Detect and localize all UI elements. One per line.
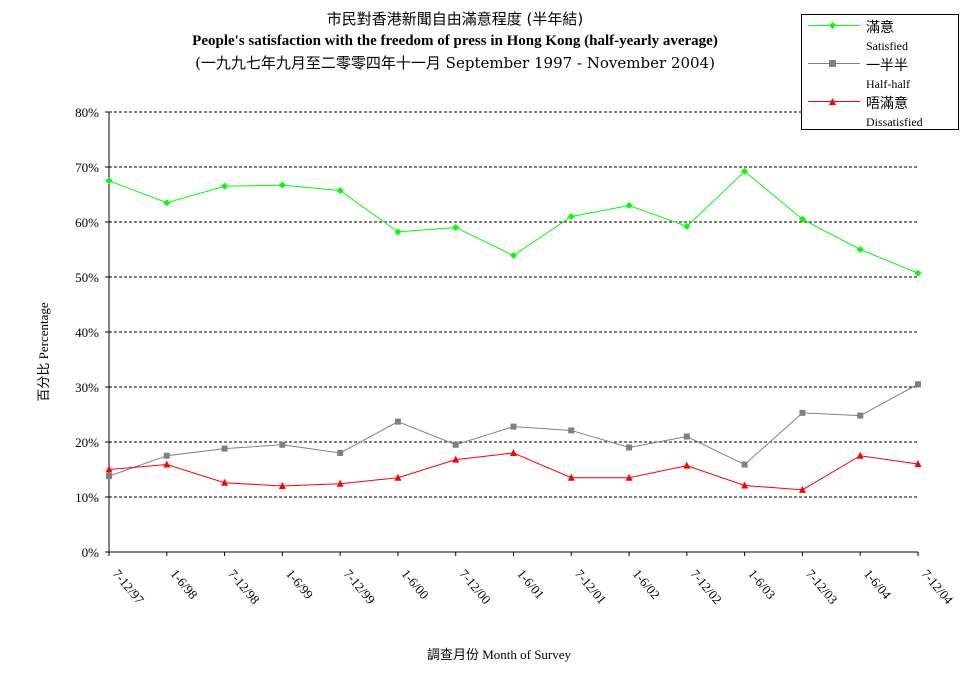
- x-tick-labels: 7-12/97 1-6/98 7-12/98 1-6/99 7-12/99 1-6/00 7…: [110, 566, 957, 607]
- x-tick-label: 1-6/02: [630, 566, 663, 602]
- x-tick-label: 7-12/01: [572, 566, 609, 607]
- legend-label-en: Satisfied: [866, 39, 908, 53]
- x-tick-label: 1-6/98: [167, 566, 200, 602]
- data-point-satisfied: [741, 167, 749, 175]
- data-point-dissatisfied: [394, 473, 402, 481]
- legend-item-dissatisfied: 唔滿意 Dissatisfied: [802, 93, 958, 131]
- y-tick-label: 10%: [75, 490, 99, 505]
- data-point-satisfied: [798, 215, 806, 223]
- chart-subtitle-period: (一九九七年九月至二零零四年十一月 September 1997 - Novem…: [195, 54, 715, 72]
- data-point-dissatisfied: [567, 473, 575, 481]
- series-satisfied: [105, 167, 922, 277]
- data-point-half-half: [279, 441, 286, 448]
- data-point-satisfied: [105, 177, 113, 185]
- data-point-dissatisfied: [105, 465, 113, 473]
- x-tick-label: 7-12/00: [456, 566, 493, 607]
- data-point-dissatisfied: [798, 485, 806, 493]
- y-tick-label: 50%: [75, 270, 99, 285]
- legend-item-half-half: 一半半 Half-half: [802, 55, 958, 93]
- x-tick-label: 1-6/04: [861, 566, 895, 602]
- data-point-half-half: [394, 418, 401, 425]
- legend-label-zh: 一半半: [866, 58, 908, 74]
- data-point-dissatisfied: [856, 451, 864, 459]
- x-tick-label: 1-6/03: [745, 566, 778, 602]
- x-tick-label: 7-12/04: [919, 566, 957, 607]
- data-point-satisfied: [221, 182, 229, 190]
- data-point-half-half: [337, 450, 344, 456]
- chart-title-chinese: 市民對香港新聞自由滿意程度 (半年結): [326, 10, 584, 28]
- x-tick-label: 7-12/03: [803, 566, 840, 607]
- chart-legend: 滿意 Satisfied 一半半 Half-half 唔滿意 Dissatisf…: [801, 14, 959, 130]
- data-point-satisfied: [336, 187, 344, 195]
- data-point-half-half: [915, 381, 921, 388]
- y-tick-label: 30%: [75, 380, 99, 395]
- data-point-dissatisfied: [914, 460, 922, 467]
- x-tick-label: 7-12/97: [110, 566, 148, 607]
- y-tick-label: 20%: [75, 435, 99, 450]
- chart-title-block: 市民對香港新聞自由滿意程度 (半年結) People's satisfactio…: [105, 8, 805, 74]
- data-point-dissatisfied: [625, 473, 633, 481]
- data-point-half-half: [799, 409, 806, 416]
- y-tick-label: 60%: [75, 215, 99, 230]
- data-point-half-half: [452, 441, 459, 448]
- data-point-satisfied: [163, 199, 171, 207]
- data-point-half-half: [857, 412, 864, 419]
- data-point-half-half: [221, 445, 228, 452]
- data-point-dissatisfied: [452, 455, 460, 463]
- data-point-dissatisfied: [741, 481, 749, 489]
- x-tick-label: 1-6/01: [514, 566, 547, 602]
- triangle-marker-icon: [829, 98, 836, 105]
- series-dissatisfied: [105, 449, 922, 493]
- y-tick-label: 0%: [82, 545, 100, 560]
- y-tick-labels: 0% 10% 20% 30% 40% 50% 60% 70% 80%: [75, 105, 99, 560]
- data-point-dissatisfied: [163, 460, 171, 468]
- legend-label-zh: 唔滿意: [866, 96, 908, 112]
- diamond-marker-icon: [829, 22, 836, 29]
- series-half-half: [106, 381, 921, 480]
- legend-label-en: Half-half: [866, 77, 910, 91]
- data-point-satisfied: [683, 222, 691, 230]
- data-point-satisfied: [856, 246, 864, 253]
- data-point-dissatisfied: [336, 479, 344, 487]
- legend-label-zh: 滿意: [866, 20, 894, 36]
- x-tick-label: 1-6/99: [283, 566, 316, 602]
- data-point-dissatisfied: [221, 478, 229, 486]
- gridlines: [109, 111, 918, 498]
- y-axis-label: 百分比 Percentage: [36, 302, 51, 402]
- data-point-half-half: [568, 427, 575, 434]
- data-point-half-half: [163, 452, 170, 459]
- data-point-satisfied: [452, 224, 460, 231]
- data-point-dissatisfied: [278, 482, 286, 489]
- data-point-dissatisfied: [683, 461, 691, 469]
- x-tick-label: 7-12/99: [341, 566, 378, 607]
- data-point-half-half: [741, 461, 748, 468]
- y-tick-label: 80%: [75, 105, 99, 120]
- legend-item-satisfied: 滿意 Satisfied: [802, 17, 958, 55]
- data-point-satisfied: [278, 181, 286, 189]
- x-axis-label: 調查月份 Month of Survey: [427, 647, 572, 662]
- series-group: [105, 167, 922, 493]
- x-tick-label: 7-12/02: [688, 566, 725, 607]
- data-point-half-half: [683, 433, 690, 440]
- data-point-satisfied: [510, 252, 517, 260]
- y-tick-label: 40%: [75, 325, 99, 340]
- data-point-half-half: [626, 444, 633, 451]
- series-line-dissatisfied: [108, 452, 919, 491]
- x-tick-label: 7-12/98: [225, 566, 262, 607]
- x-tick-label: 1-6/00: [399, 566, 432, 602]
- data-point-satisfied: [914, 269, 922, 277]
- data-point-dissatisfied: [510, 449, 517, 456]
- legend-label-en: Dissatisfied: [866, 115, 923, 129]
- data-point-satisfied: [567, 213, 575, 220]
- data-point-half-half: [106, 473, 112, 480]
- y-tick-label: 70%: [75, 160, 99, 175]
- data-point-half-half: [510, 423, 517, 430]
- chart-title-english: People's satisfaction with the freedom o…: [192, 33, 718, 49]
- data-point-satisfied: [394, 228, 402, 236]
- square-marker-icon: [829, 60, 836, 67]
- data-point-satisfied: [625, 202, 633, 209]
- series-line-half-half: [108, 383, 919, 477]
